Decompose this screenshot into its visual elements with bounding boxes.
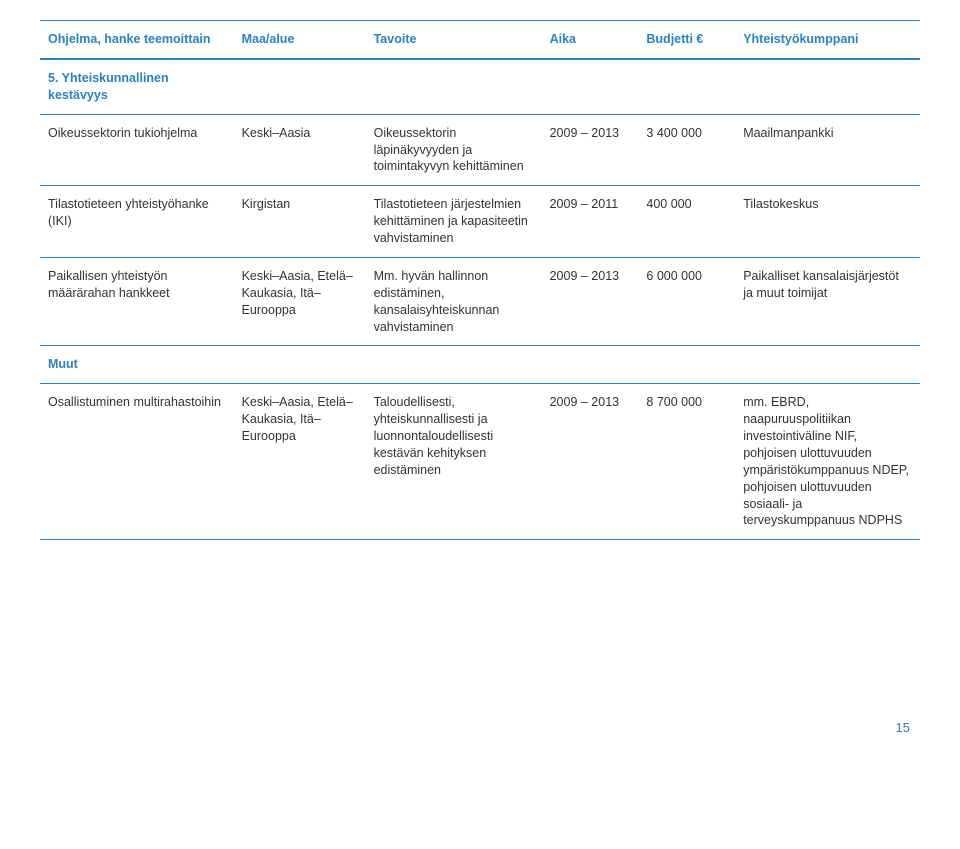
cell-partner: Tilastokeskus <box>735 186 920 258</box>
data-table: Ohjelma, hanke teemoittain Maa/alue Tavo… <box>40 20 920 540</box>
table-header: Ohjelma, hanke teemoittain Maa/alue Tavo… <box>40 21 920 59</box>
cell-time: 2009 – 2013 <box>542 114 639 186</box>
col-header-region: Maa/alue <box>234 21 366 59</box>
section-row-2: Muut <box>40 346 920 384</box>
col-header-partner: Yhteistyökumppani <box>735 21 920 59</box>
section-label: 5. Yhteiskunnallinen kestävyys <box>40 59 234 114</box>
table-row: Tilastotieteen yhteistyöhanke (IKI) Kirg… <box>40 186 920 258</box>
cell-budget: 8 700 000 <box>638 384 735 540</box>
table-row: Paikallisen yhteistyön määrärahan hankke… <box>40 257 920 346</box>
section-row-1: 5. Yhteiskunnallinen kestävyys <box>40 59 920 114</box>
cell-region: Kirgistan <box>234 186 366 258</box>
cell-budget: 3 400 000 <box>638 114 735 186</box>
cell-program: Oikeussektorin tukiohjelma <box>40 114 234 186</box>
cell-partner: Maailmanpankki <box>735 114 920 186</box>
cell-goal: Mm. hyvän hallinnon edistäminen, kansala… <box>366 257 542 346</box>
table-row: Osallistuminen multirahastoihin Keski–Aa… <box>40 384 920 540</box>
cell-partner: mm. EBRD, naapuruuspolitiikan investoint… <box>735 384 920 540</box>
col-header-time: Aika <box>542 21 639 59</box>
cell-goal: Tilastotieteen järjestelmien kehittämine… <box>366 186 542 258</box>
col-header-program: Ohjelma, hanke teemoittain <box>40 21 234 59</box>
table-row: Oikeussektorin tukiohjelma Keski–Aasia O… <box>40 114 920 186</box>
cell-region: Keski–Aasia, Etelä–Kaukasia, Itä–Euroopp… <box>234 384 366 540</box>
cell-budget: 6 000 000 <box>638 257 735 346</box>
cell-program: Osallistuminen multirahastoihin <box>40 384 234 540</box>
cell-region: Keski–Aasia <box>234 114 366 186</box>
cell-goal: Oikeussektorin läpinäkyvyyden ja toimint… <box>366 114 542 186</box>
cell-partner: Paikalliset kansalaisjärjestöt ja muut t… <box>735 257 920 346</box>
cell-program: Tilastotieteen yhteistyöhanke (IKI) <box>40 186 234 258</box>
cell-region: Keski–Aasia, Etelä–Kaukasia, Itä–Euroopp… <box>234 257 366 346</box>
cell-goal: Taloudellisesti, yhteiskunnallisesti ja … <box>366 384 542 540</box>
page-number: 15 <box>40 720 920 735</box>
cell-time: 2009 – 2011 <box>542 186 639 258</box>
cell-time: 2009 – 2013 <box>542 257 639 346</box>
cell-program: Paikallisen yhteistyön määrärahan hankke… <box>40 257 234 346</box>
col-header-budget: Budjetti € <box>638 21 735 59</box>
cell-time: 2009 – 2013 <box>542 384 639 540</box>
section-label: Muut <box>40 346 234 384</box>
col-header-goal: Tavoite <box>366 21 542 59</box>
cell-budget: 400 000 <box>638 186 735 258</box>
